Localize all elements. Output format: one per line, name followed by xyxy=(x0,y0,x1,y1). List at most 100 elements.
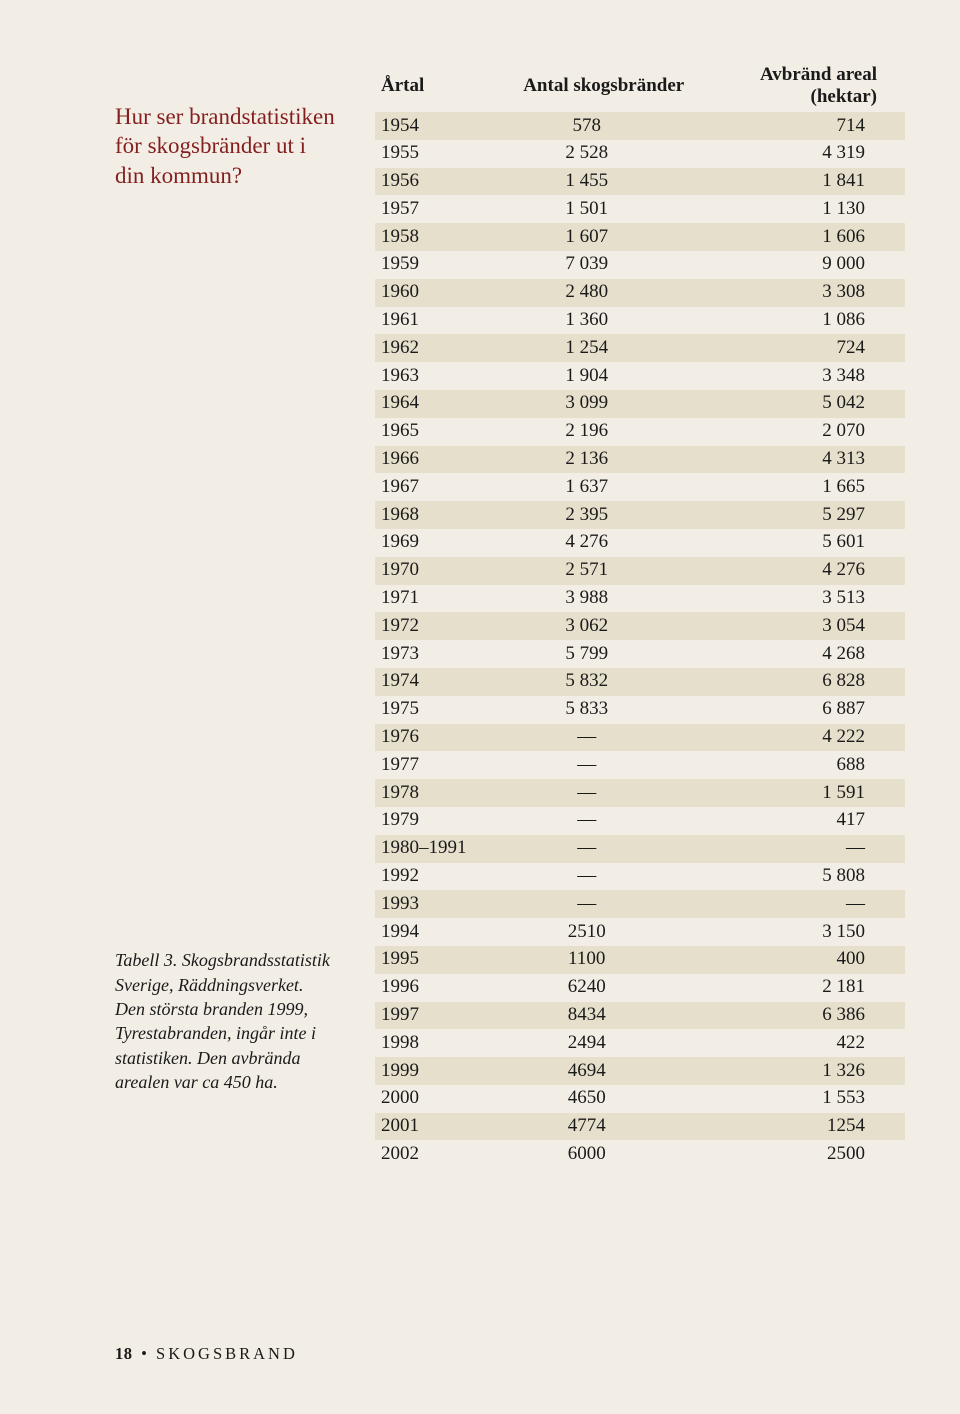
table-cell: 4 313 xyxy=(701,446,905,474)
table-cell: 4 222 xyxy=(701,724,905,752)
table-cell: — xyxy=(506,807,701,835)
table-cell: 4 319 xyxy=(701,140,905,168)
table-cell: 2500 xyxy=(701,1140,905,1168)
footer-separator: • xyxy=(137,1344,151,1363)
table-cell: — xyxy=(506,779,701,807)
table-row: 19561 4551 841 xyxy=(375,168,905,196)
table-row: 1976—4 222 xyxy=(375,724,905,752)
table-cell: 1956 xyxy=(375,168,506,196)
table-row: 19713 9883 513 xyxy=(375,585,905,613)
table-cell: 1 501 xyxy=(506,195,701,223)
table-cell: 2 480 xyxy=(506,279,701,307)
table-cell: 2 136 xyxy=(506,446,701,474)
table-row: 19982494422 xyxy=(375,1029,905,1057)
page-number: 18 xyxy=(115,1344,133,1363)
table-cell: 5 833 xyxy=(506,696,701,724)
table-row: 199946941 326 xyxy=(375,1057,905,1085)
table-cell: 1 086 xyxy=(701,307,905,335)
table-cell: 1979 xyxy=(375,807,506,835)
table-cell: 578 xyxy=(506,112,701,140)
table-cell: 1 904 xyxy=(506,362,701,390)
table-cell: 1976 xyxy=(375,724,506,752)
col-header-year: Årtal xyxy=(375,60,506,112)
table-cell: 1963 xyxy=(375,362,506,390)
right-column: Årtal Antal skogsbränder Avbränd areal (… xyxy=(375,60,910,1168)
table-cell: 4774 xyxy=(506,1113,701,1141)
table-cell: 3 348 xyxy=(701,362,905,390)
table-row: 19652 1962 070 xyxy=(375,418,905,446)
table-cell: — xyxy=(506,751,701,779)
table-cell: 1 553 xyxy=(701,1085,905,1113)
table-cell: 2494 xyxy=(506,1029,701,1057)
table-row: 19694 2765 601 xyxy=(375,529,905,557)
table-row: 19602 4803 308 xyxy=(375,279,905,307)
table-row: 1977—688 xyxy=(375,751,905,779)
table-row: 200260002500 xyxy=(375,1140,905,1168)
page-footer: 18 • SKOGSBRAND xyxy=(115,1344,298,1364)
table-cell: 1977 xyxy=(375,751,506,779)
table-cell: 1998 xyxy=(375,1029,506,1057)
table-cell: 1 607 xyxy=(506,223,701,251)
table-cell: 2 070 xyxy=(701,418,905,446)
table-cell: 1254 xyxy=(701,1113,905,1141)
table-cell: 8434 xyxy=(506,1002,701,1030)
table-cell: 3 308 xyxy=(701,279,905,307)
table-row: 19662 1364 313 xyxy=(375,446,905,474)
table-cell: 1955 xyxy=(375,140,506,168)
table-row: 19571 5011 130 xyxy=(375,195,905,223)
table-cell: 1966 xyxy=(375,446,506,474)
table-cell: 2000 xyxy=(375,1085,506,1113)
footer-title: SKOGSBRAND xyxy=(156,1344,298,1363)
table-row: 19735 7994 268 xyxy=(375,640,905,668)
table-cell: 422 xyxy=(701,1029,905,1057)
table-cell: 1980–1991 xyxy=(375,835,506,863)
table-row: 19552 5284 319 xyxy=(375,140,905,168)
table-row: 1980–1991—— xyxy=(375,835,905,863)
table-cell: 3 099 xyxy=(506,390,701,418)
table-cell: 3 062 xyxy=(506,612,701,640)
table-cell: 1968 xyxy=(375,501,506,529)
table-cell: 1992 xyxy=(375,863,506,891)
table-cell: 3 054 xyxy=(701,612,905,640)
table-row: 19611 3601 086 xyxy=(375,307,905,335)
table-cell: 724 xyxy=(701,334,905,362)
table-cell: 1 606 xyxy=(701,223,905,251)
table-cell: 2510 xyxy=(506,918,701,946)
table-cell: 7 039 xyxy=(506,251,701,279)
table-cell: 1 360 xyxy=(506,307,701,335)
table-row: 19682 3955 297 xyxy=(375,501,905,529)
table-cell: 2002 xyxy=(375,1140,506,1168)
table-cell: 1100 xyxy=(506,946,701,974)
table-cell: 714 xyxy=(701,112,905,140)
table-cell: 2 196 xyxy=(506,418,701,446)
table-cell: 1 254 xyxy=(506,334,701,362)
table-cell: 2 528 xyxy=(506,140,701,168)
table-cell: 3 513 xyxy=(701,585,905,613)
table-cell: 1999 xyxy=(375,1057,506,1085)
table-cell: — xyxy=(506,724,701,752)
table-cell: 5 808 xyxy=(701,863,905,891)
table-cell: 1994 xyxy=(375,918,506,946)
table-cell: 5 297 xyxy=(701,501,905,529)
table-cell: 1970 xyxy=(375,557,506,585)
table-cell: 1 455 xyxy=(506,168,701,196)
table-cell: 4650 xyxy=(506,1085,701,1113)
table-cell: 4 268 xyxy=(701,640,905,668)
table-cell: 6 828 xyxy=(701,668,905,696)
table-cell: 6240 xyxy=(506,974,701,1002)
table-cell: — xyxy=(506,863,701,891)
table-cell: 1954 xyxy=(375,112,506,140)
table-cell: — xyxy=(701,890,905,918)
table-cell: 1971 xyxy=(375,585,506,613)
table-row: 199784346 386 xyxy=(375,1002,905,1030)
table-row: 19643 0995 042 xyxy=(375,390,905,418)
table-cell: 417 xyxy=(701,807,905,835)
table-row: 200147741254 xyxy=(375,1113,905,1141)
table-cell: 1974 xyxy=(375,668,506,696)
table-cell: 5 799 xyxy=(506,640,701,668)
margin-question: Hur ser brand­statistiken för skogsbränd… xyxy=(115,102,335,190)
table-cell: 688 xyxy=(701,751,905,779)
page: Hur ser brand­statistiken för skogsbränd… xyxy=(0,0,960,1414)
table-header-row: Årtal Antal skogsbränder Avbränd areal (… xyxy=(375,60,905,112)
table-cell: — xyxy=(506,835,701,863)
